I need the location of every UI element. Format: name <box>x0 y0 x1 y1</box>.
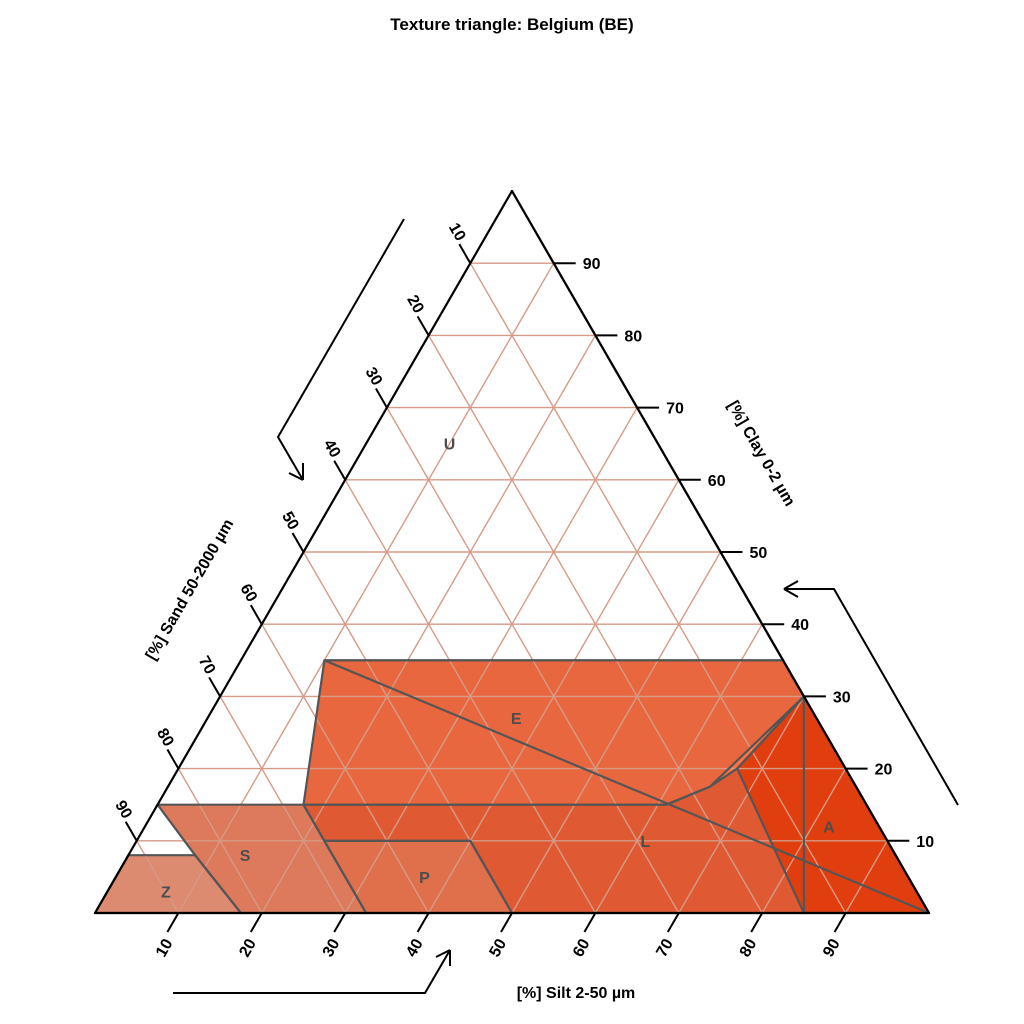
silt-tick-50 <box>500 912 513 933</box>
sand-tick-label-50: 50 <box>278 509 302 533</box>
sand-tick-90 <box>124 821 138 842</box>
silt-tick-label-90: 90 <box>820 936 844 960</box>
sand-direction-arrow <box>276 218 405 481</box>
silt-tick-40 <box>416 912 430 933</box>
silt-direction-arrow <box>173 949 451 994</box>
clay-tick-label-80: 80 <box>624 328 642 345</box>
class-label-s: S <box>240 848 251 865</box>
sand-tick-label-80: 80 <box>153 726 177 750</box>
grid-lines <box>136 262 888 914</box>
silt-tick-30 <box>333 912 347 933</box>
texture-class-regions <box>94 190 930 914</box>
clay-direction-arrow <box>783 580 959 806</box>
axis-ticks: 10 20 30 40 50 60 70 80 90 10 20 30 40 50 60 70 80 90 10 20… <box>111 220 934 960</box>
sand-tick-label-60: 60 <box>236 581 260 605</box>
sand-tick-label-70: 70 <box>195 653 219 677</box>
grid-silt-60 <box>594 623 763 914</box>
axis-arrows <box>173 218 959 994</box>
sand-tick-label-10: 10 <box>445 220 469 244</box>
silt-tick-label-80: 80 <box>737 936 761 960</box>
silt-tick-label-60: 60 <box>570 936 594 960</box>
sand-tick-label-40: 40 <box>320 437 344 461</box>
clay-tick-label-60: 60 <box>708 473 726 490</box>
sand-tick-60 <box>249 604 263 625</box>
sand-tick-40 <box>333 460 347 481</box>
silt-tick-90 <box>833 912 847 933</box>
silt-tick-60 <box>583 912 597 933</box>
sand-tick-20 <box>416 315 430 336</box>
class-labels: U E L A P S Z <box>161 437 835 902</box>
clay-tick-label-40: 40 <box>791 617 809 634</box>
silt-tick-20 <box>249 912 263 933</box>
sand-tick-30 <box>375 388 388 409</box>
sand-tick-80 <box>166 749 180 770</box>
grid-silt-70 <box>678 696 805 914</box>
grid-silt-90 <box>844 840 888 914</box>
grid-silt-50 <box>511 551 722 914</box>
clay-tick-label-70: 70 <box>666 401 684 418</box>
silt-tick-label-50: 50 <box>487 936 511 960</box>
chart-title: Texture triangle: Belgium (BE) <box>390 15 633 34</box>
class-label-p: P <box>419 870 430 887</box>
sand-tick-70 <box>208 676 221 697</box>
class-label-a: A <box>823 819 835 836</box>
silt-tick-label-40: 40 <box>403 936 427 960</box>
sand-axis-label: [%] Sand 50-2000 µm <box>143 516 237 663</box>
grid-sand-80 <box>177 768 263 914</box>
silt-tick-label-10: 10 <box>153 936 177 960</box>
grid-sand-60 <box>261 623 430 914</box>
sand-tick-label-30: 30 <box>362 365 386 389</box>
clay-tick-label-90: 90 <box>583 256 601 273</box>
clay-tick-label-30: 30 <box>833 689 851 706</box>
clay-tick-label-20: 20 <box>875 762 893 779</box>
sand-tick-50 <box>291 532 305 553</box>
silt-tick-70 <box>666 912 680 933</box>
silt-tick-label-20: 20 <box>236 936 260 960</box>
class-label-e: E <box>511 711 522 728</box>
sand-tick-label-90: 90 <box>111 798 135 822</box>
clay-tick-label-50: 50 <box>750 545 768 562</box>
class-label-z: Z <box>161 884 171 901</box>
class-label-u: U <box>444 437 456 454</box>
clay-axis-label: [%] Clay 0-2 µm <box>724 398 798 509</box>
clay-tick-label-10: 10 <box>916 834 934 851</box>
silt-tick-10 <box>166 912 180 933</box>
grid-sand-90 <box>136 840 180 914</box>
silt-axis-label: [%] Silt 2-50 µm <box>517 985 636 1002</box>
silt-tick-label-70: 70 <box>653 936 677 960</box>
class-label-l: L <box>641 834 651 851</box>
silt-tick-80 <box>750 912 764 933</box>
silt-tick-label-30: 30 <box>320 936 344 960</box>
sand-tick-10 <box>458 243 472 264</box>
grid-sand-10 <box>469 262 847 914</box>
sand-tick-label-20: 20 <box>403 292 427 316</box>
